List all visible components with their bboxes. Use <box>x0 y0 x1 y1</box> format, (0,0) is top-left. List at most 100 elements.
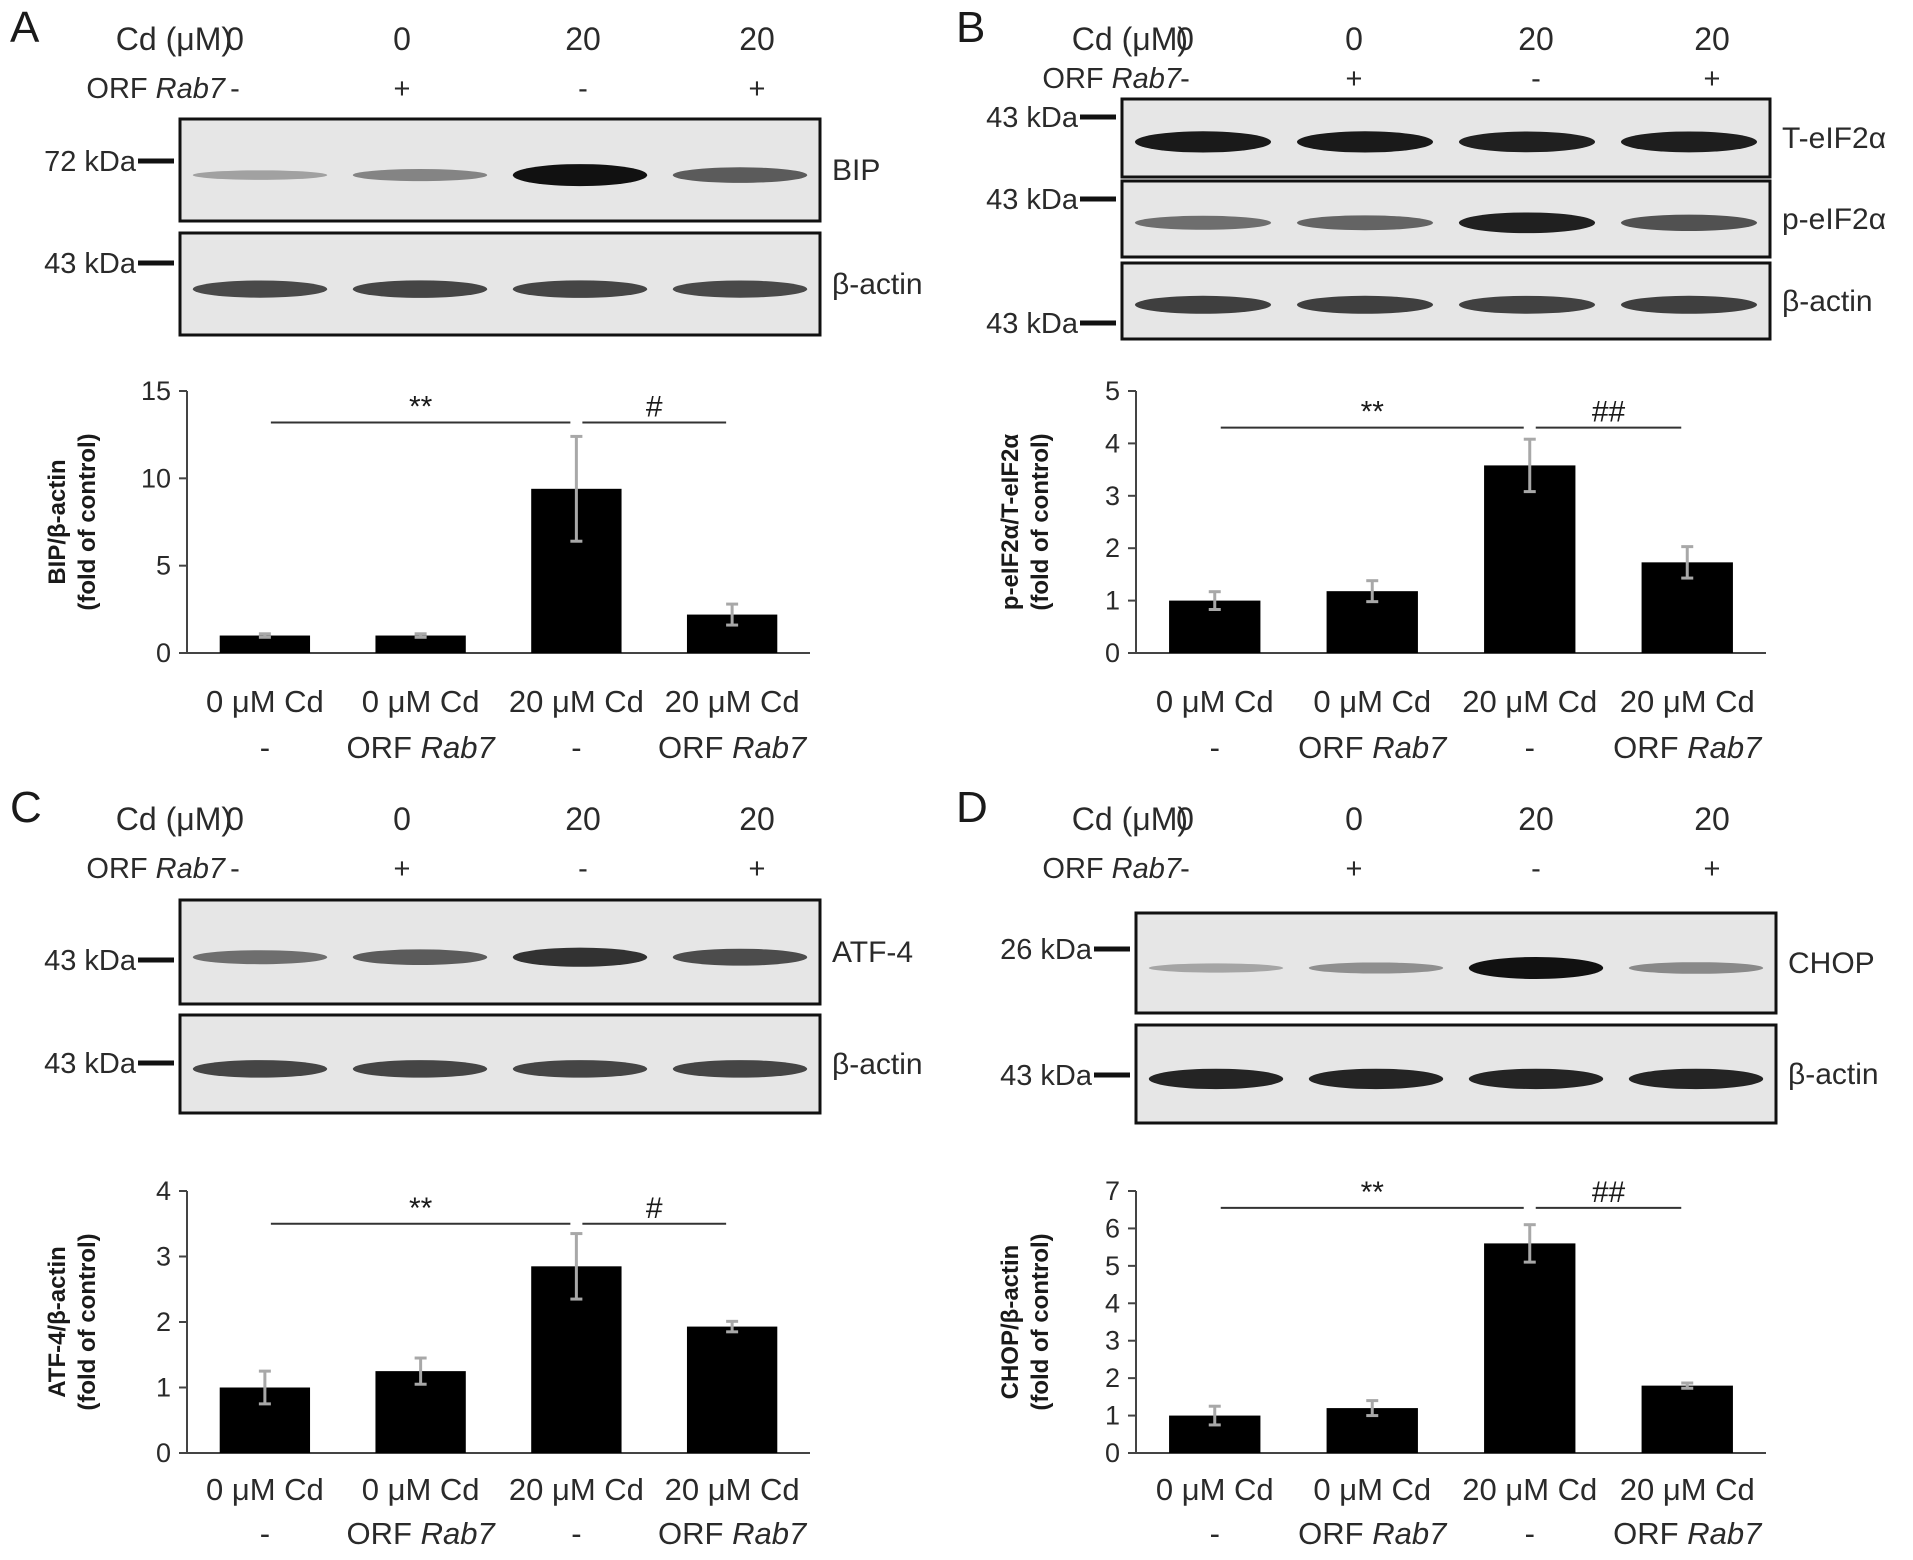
blot-band <box>192 280 328 298</box>
blot-band <box>1308 1068 1444 1090</box>
blot-band <box>352 1060 488 1078</box>
cd-header-value: 20 <box>739 801 775 837</box>
x-category-label: 20 μM Cd <box>509 684 644 719</box>
y-tick-label: 6 <box>1105 1213 1120 1243</box>
x-category-label: 20 μM Cd <box>1620 1472 1755 1507</box>
panel-letter-c: C <box>10 783 42 832</box>
panel-b: B Cd (μM) 0 0 20 20 ORF Rab7- + - + T-eIF2α 43 kDa p… <box>956 0 1912 780</box>
x-category-label: 20 μM Cd <box>509 1472 644 1507</box>
blot-protein-label: BIP <box>832 154 880 187</box>
y-tick-label: 3 <box>156 1242 171 1272</box>
blot-band <box>512 164 648 187</box>
panel-letter-a: A <box>10 3 40 52</box>
blot-band <box>1458 295 1596 314</box>
cd-header-value: 20 <box>1518 21 1554 57</box>
blot-band <box>1628 962 1764 974</box>
x-category-label: 0 μM Cd <box>206 684 324 719</box>
x-category-label: 0 μM Cd <box>206 1472 324 1507</box>
blot-band <box>512 1060 648 1078</box>
y-tick-label: 0 <box>1105 1438 1120 1468</box>
x-category-label: 20 μM Cd <box>1462 684 1597 719</box>
kda-marker-label: 43 kDa <box>44 945 137 977</box>
blot-band <box>1148 1068 1284 1090</box>
orf-header-value: + <box>394 73 411 105</box>
blot-band <box>672 280 808 298</box>
cd-header-value: 20 <box>1694 21 1730 57</box>
blot-protein-label: β-actin <box>832 268 923 301</box>
y-tick-label: 1 <box>1105 1401 1120 1431</box>
x-category-sublabel: - <box>1210 730 1220 765</box>
panel-letter-d: D <box>956 783 988 832</box>
y-tick-label: 5 <box>1105 1251 1120 1281</box>
blot-band <box>1628 1068 1764 1090</box>
cd-header-value: 20 <box>1518 801 1554 837</box>
y-tick-label: 15 <box>141 376 171 406</box>
blot-band <box>1296 215 1434 231</box>
y-axis-label: (fold of control) <box>1027 433 1054 610</box>
x-category-label: 20 μM Cd <box>665 684 800 719</box>
cd-header-value: 20 <box>739 21 775 57</box>
x-category-sublabel: ORF Rab7 <box>658 730 808 765</box>
orf-header-value: - <box>230 73 240 105</box>
x-category-sublabel: - <box>571 1516 581 1551</box>
bar <box>1484 1243 1576 1453</box>
orf-header-value: + <box>1346 853 1363 885</box>
blot-band <box>1296 131 1434 153</box>
cd-header-value: 0 <box>226 21 244 57</box>
y-axis-label: (fold of control) <box>74 1233 101 1410</box>
orf-header-value: - <box>1180 853 1190 885</box>
significance-marker: ** <box>409 1192 433 1225</box>
blot-band <box>1458 212 1596 234</box>
orf-header-value: + <box>749 853 766 885</box>
significance-marker: ## <box>1592 396 1626 429</box>
blot-band <box>352 949 488 965</box>
bar <box>1641 1385 1733 1453</box>
blot-band <box>1296 295 1434 314</box>
y-tick-label: 1 <box>1105 586 1120 616</box>
significance-marker: ## <box>1592 1176 1626 1209</box>
blot-protein-label: β-actin <box>832 1048 923 1081</box>
kda-marker-label: 43 kDa <box>986 308 1079 340</box>
blot-band <box>672 948 808 966</box>
y-tick-label: 5 <box>156 551 171 581</box>
orf-header-value: + <box>1346 63 1363 95</box>
x-category-label: 20 μM Cd <box>665 1472 800 1507</box>
cd-header-value: 0 <box>393 801 411 837</box>
cd-header-value: 0 <box>226 801 244 837</box>
bar <box>375 635 466 653</box>
x-category-sublabel: ORF Rab7 <box>1298 730 1448 765</box>
x-category-label: 0 μM Cd <box>1313 684 1431 719</box>
x-category-sublabel: - <box>1525 730 1535 765</box>
significance-marker: # <box>646 1192 663 1225</box>
blot-band <box>1620 131 1758 153</box>
orf-header-value: + <box>1704 853 1721 885</box>
y-tick-label: 4 <box>156 1176 171 1206</box>
cd-header-value: 20 <box>1694 801 1730 837</box>
blot-band <box>1134 215 1272 230</box>
blot-band <box>1620 295 1758 314</box>
y-axis-label: (fold of control) <box>74 433 101 610</box>
blot-band <box>192 950 328 965</box>
blot-band <box>1468 1068 1604 1090</box>
y-tick-label: 7 <box>1105 1176 1120 1206</box>
kda-marker-label: 26 kDa <box>1000 934 1093 966</box>
kda-marker-label: 43 kDa <box>44 248 137 280</box>
blot-band <box>1468 957 1604 979</box>
x-category-sublabel: ORF Rab7 <box>1613 1516 1763 1551</box>
cd-header-value: 0 <box>1176 801 1194 837</box>
x-category-sublabel: ORF Rab7 <box>347 730 497 765</box>
y-tick-label: 2 <box>1105 533 1120 563</box>
y-axis-label: BIP/β-actin <box>44 459 71 584</box>
kda-marker-label: 43 kDa <box>986 184 1079 216</box>
blot-band <box>672 1060 808 1078</box>
bar <box>686 1326 778 1453</box>
y-axis-label: (fold of control) <box>1027 1233 1054 1410</box>
blot-band <box>1134 131 1272 153</box>
panel-d: D Cd (μM) 0 0 20 20 ORF Rab7- + - + CHOP 26 kDa β-ac… <box>956 780 1912 1560</box>
x-category-label: 0 μM Cd <box>1156 684 1274 719</box>
blot-protein-label: CHOP <box>1788 947 1875 980</box>
y-axis-label: ATF-4/β-actin <box>44 1246 71 1398</box>
